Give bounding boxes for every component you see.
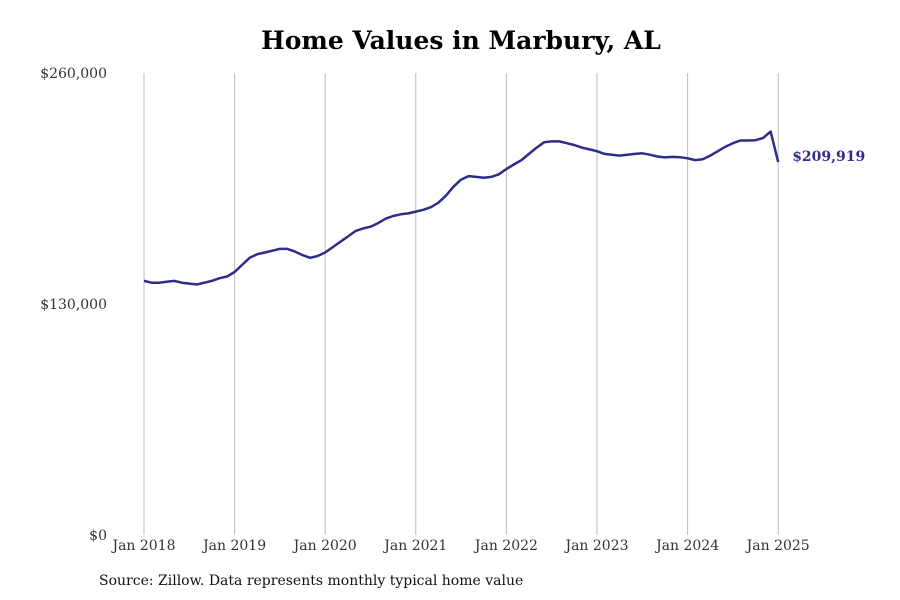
series-line xyxy=(143,130,780,286)
x-tick-label: Jan 2024 xyxy=(654,538,719,554)
x-tick-label: Jan 2020 xyxy=(292,538,357,554)
x-tick-label: Jan 2018 xyxy=(110,538,175,554)
end-value-label: $209,919 xyxy=(792,149,865,165)
gridlines xyxy=(143,73,779,535)
series-layer xyxy=(143,130,780,286)
source-note: Source: Zillow. Data represents monthly … xyxy=(99,573,524,589)
x-tick-label: Jan 2021 xyxy=(382,538,447,554)
x-axis-ticks: Jan 2018 Jan 2019 Jan 2020 Jan 2021 Jan 2022… xyxy=(110,538,809,554)
y-axis-ticks: $0 $130,000 $260,000 xyxy=(40,66,107,544)
y-tick-label: $0 xyxy=(89,528,107,544)
x-tick-label: Jan 2023 xyxy=(563,538,628,554)
y-tick-label: $130,000 xyxy=(40,297,107,313)
chart-title: Home Values in Marbury, AL xyxy=(261,26,661,55)
y-tick-label: $260,000 xyxy=(40,66,107,82)
x-tick-label: Jan 2022 xyxy=(473,538,538,554)
x-tick-label: Jan 2025 xyxy=(745,538,810,554)
x-tick-label: Jan 2019 xyxy=(201,538,266,554)
